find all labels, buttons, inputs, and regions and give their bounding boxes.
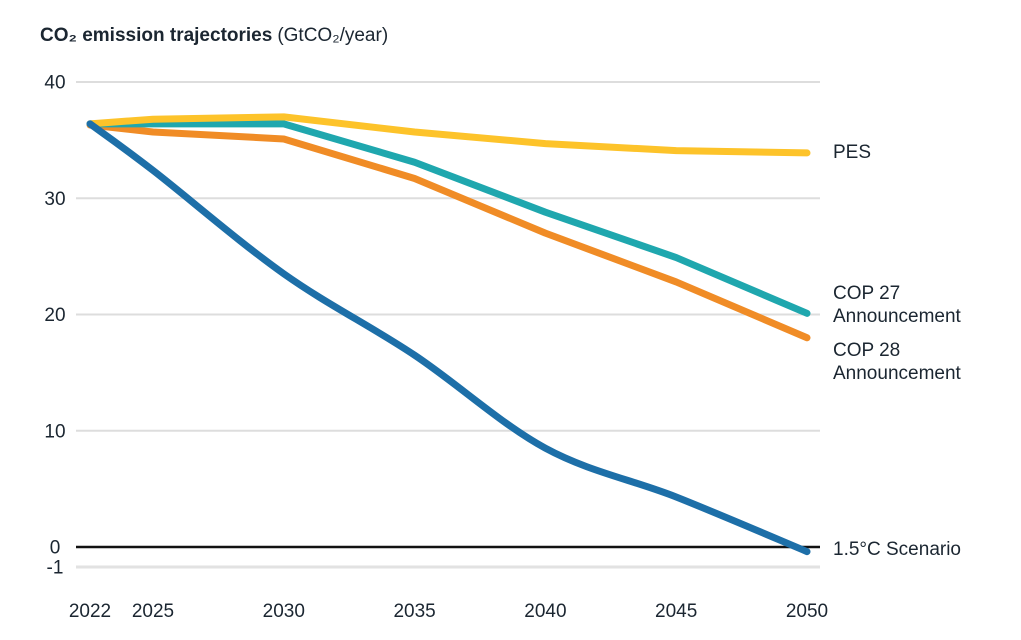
x-tick-label: 2030: [263, 601, 305, 622]
y-tick-label: 20: [44, 305, 65, 326]
chart-title: CO₂ emission trajectories (GtCO₂/year): [40, 25, 388, 47]
series-label-15c: 1.5°C Scenario: [833, 538, 961, 561]
series-label-cop28: COP 28 Announcement: [833, 339, 961, 385]
x-tick-label: 2025: [132, 601, 174, 622]
x-tick-label: 2040: [524, 601, 566, 622]
x-tick-label: 2050: [786, 601, 828, 622]
y-tick-label: -1: [47, 558, 64, 579]
x-tick-label: 2022: [69, 601, 111, 622]
series-label-cop27: COP 27 Announcement: [833, 282, 961, 328]
series-label-line: PES: [833, 142, 872, 163]
series-line-4: [86, 120, 811, 556]
y-tick-label: 0: [50, 538, 61, 559]
y-tick-label: 30: [44, 189, 65, 210]
x-tick-label: 2035: [393, 601, 435, 622]
series-label-line: COP 28: [833, 340, 901, 361]
series-label-pes: PES: [833, 141, 871, 164]
series-label-line: Announcement: [833, 363, 961, 384]
series-line-2: [86, 120, 811, 317]
series-label-line: COP 27: [833, 283, 901, 304]
series-line-1: [86, 113, 811, 157]
y-tick-label: 10: [44, 421, 65, 442]
series-label-line: 1.5°C Scenario: [833, 539, 961, 560]
chart-title-unit: (GtCO₂/year): [277, 25, 389, 46]
series-line-3: [86, 121, 811, 342]
x-tick-label: 2045: [655, 601, 697, 622]
y-tick-label: 40: [44, 73, 65, 94]
chart-title-text: CO₂ emission trajectories: [40, 25, 273, 46]
series-label-line: Announcement: [833, 306, 961, 327]
